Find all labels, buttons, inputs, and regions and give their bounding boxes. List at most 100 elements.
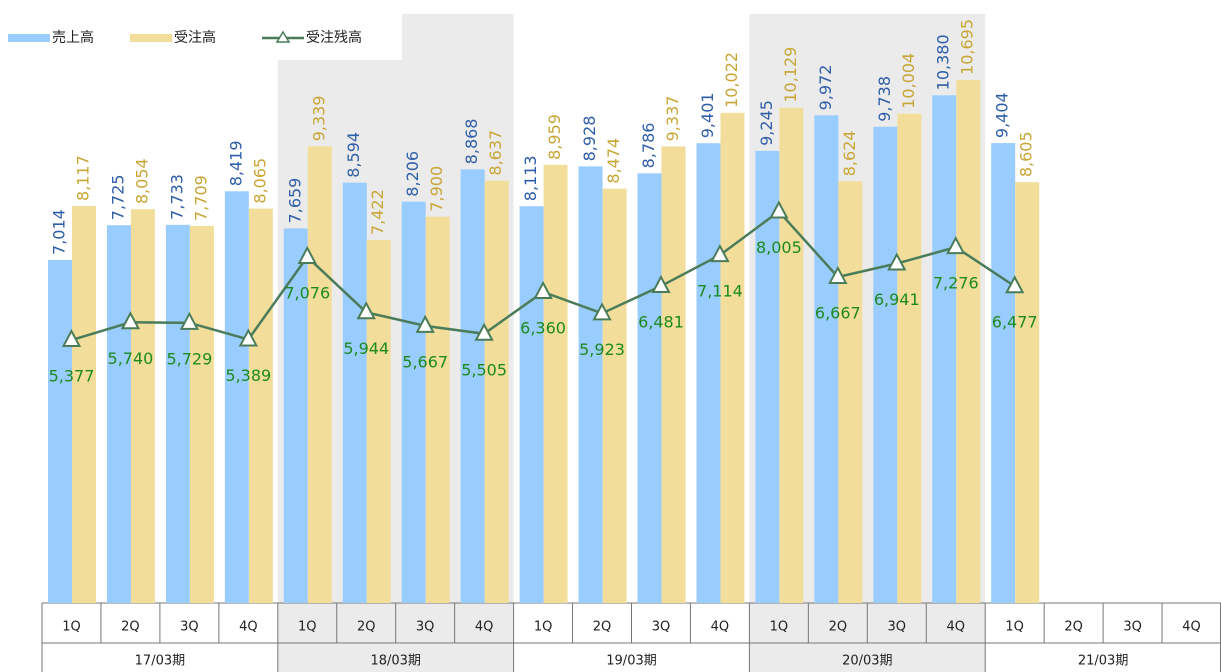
x-tick-label: 4Q: [475, 620, 494, 635]
bar: [932, 95, 957, 603]
bar: [956, 79, 981, 604]
data-label: 6,477: [992, 313, 1038, 332]
bar: [283, 228, 308, 603]
legend-label: 受注残高: [306, 29, 362, 46]
x-tick-label: 4Q: [711, 620, 730, 635]
data-label: 5,923: [579, 340, 625, 359]
group-label: 18/03期: [370, 654, 420, 669]
line-marker: [415, 314, 435, 333]
data-label: 8,959: [545, 114, 564, 160]
data-label: 7,422: [368, 189, 387, 235]
data-label: 8,206: [403, 151, 422, 197]
legend-swatch: [130, 34, 172, 42]
bar: [130, 209, 155, 603]
line-marker: [297, 245, 317, 264]
data-label: 8,624: [840, 130, 859, 176]
data-label: 7,900: [427, 166, 446, 212]
data-label: 8,868: [462, 118, 481, 164]
bar: [165, 224, 190, 604]
group-label: 21/03期: [1078, 654, 1128, 669]
bar: [48, 259, 72, 603]
bar: [342, 182, 367, 604]
line-marker: [1005, 275, 1025, 294]
data-label: 6,481: [638, 313, 684, 332]
bar: [72, 206, 96, 603]
bar: [106, 225, 131, 604]
bar: [484, 180, 509, 603]
bar: [1015, 182, 1040, 603]
x-tick-label: 3Q: [1123, 620, 1142, 635]
bar: [224, 191, 249, 603]
x-tick-label: 1Q: [62, 620, 81, 635]
x-tick-label: 2Q: [829, 620, 848, 635]
x-tick-label: 2Q: [357, 620, 376, 635]
bar: [543, 164, 568, 603]
bar: [873, 126, 898, 603]
data-label: 5,740: [108, 349, 154, 368]
data-label: 8,474: [604, 138, 623, 184]
legend-marker: [275, 30, 291, 43]
bar: [637, 173, 662, 603]
line-marker: [887, 252, 907, 271]
data-label: 9,404: [993, 92, 1012, 138]
bar: [307, 146, 332, 603]
legend-bg: [0, 0, 402, 60]
data-label: 8,637: [486, 130, 505, 176]
data-label: 9,245: [757, 100, 776, 146]
legend-label: 売上高: [52, 29, 94, 46]
legend-swatch: [8, 34, 50, 42]
bar: [696, 143, 721, 603]
data-label: 7,076: [284, 283, 330, 302]
line-marker: [828, 265, 848, 284]
data-label: 7,725: [108, 174, 127, 220]
data-label: 8,786: [639, 123, 658, 169]
line-marker: [238, 328, 258, 347]
x-tick-label: 3Q: [180, 620, 199, 635]
x-tick-label: 3Q: [652, 620, 671, 635]
data-label: 9,738: [875, 76, 894, 122]
x-tick-label: 1Q: [534, 620, 553, 635]
data-label: 8,054: [132, 158, 151, 204]
bar: [779, 107, 804, 604]
bar: [602, 188, 627, 603]
bar: [460, 169, 485, 603]
data-label: 8,928: [580, 116, 599, 162]
data-label: 5,505: [461, 360, 507, 379]
bar: [991, 143, 1016, 603]
data-label: 7,014: [50, 209, 69, 255]
data-label: 8,419: [226, 140, 245, 186]
data-label: 7,114: [697, 282, 743, 301]
data-label: 10,022: [722, 52, 741, 108]
x-tick-label: 3Q: [888, 620, 907, 635]
data-label: 10,380: [934, 34, 953, 90]
x-tick-label: 2Q: [593, 620, 612, 635]
bar: [661, 146, 686, 603]
data-label: 7,276: [933, 274, 979, 293]
data-label: 10,129: [781, 47, 800, 103]
data-label: 10,004: [899, 53, 918, 109]
x-tick-label: 4Q: [946, 620, 965, 635]
x-tick-label: 1Q: [770, 620, 789, 635]
group-label: 20/03期: [842, 654, 892, 669]
data-label: 10,695: [958, 19, 977, 75]
x-tick-label: 2Q: [1064, 620, 1083, 635]
bar: [814, 115, 839, 604]
data-label: 5,377: [49, 367, 95, 386]
data-label: 7,709: [191, 175, 210, 221]
bar: [425, 216, 450, 603]
x-tick-label: 4Q: [1182, 620, 1201, 635]
data-label: 6,360: [520, 318, 566, 337]
line-marker: [946, 236, 966, 255]
bar: [519, 206, 544, 603]
data-label: 9,972: [816, 65, 835, 111]
x-tick-label: 3Q: [416, 620, 435, 635]
data-label: 5,389: [225, 366, 271, 385]
data-label: 5,944: [343, 339, 389, 358]
data-label: 7,733: [167, 174, 186, 220]
line-marker: [179, 311, 200, 330]
data-label: 8,117: [74, 155, 93, 201]
line-marker: [120, 311, 141, 330]
data-label: 5,667: [402, 352, 448, 371]
group-label: 19/03期: [606, 654, 656, 669]
